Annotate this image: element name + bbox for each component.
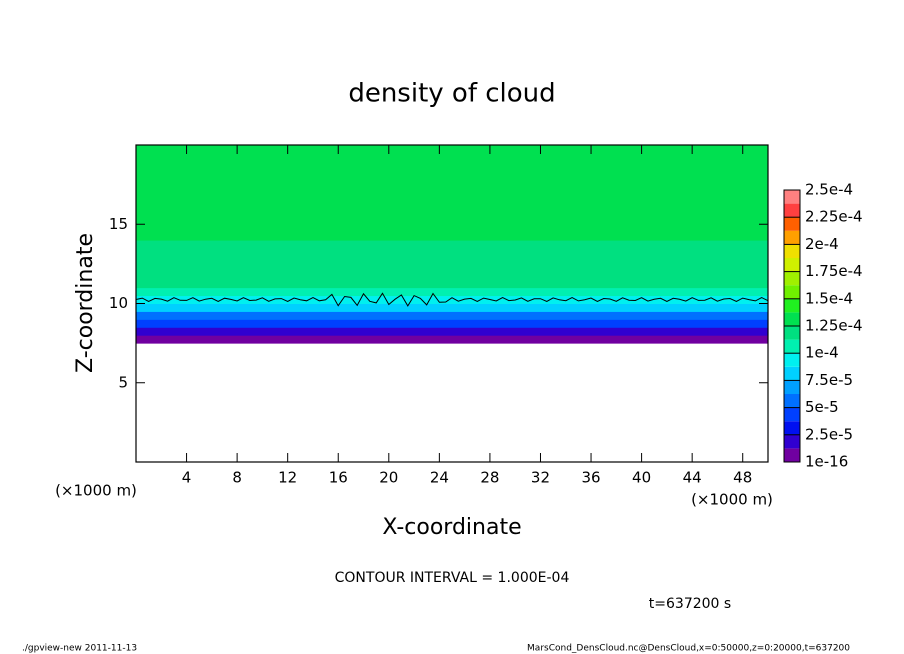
field-band: [136, 271, 768, 289]
colorbar-box: [784, 434, 800, 449]
x-tick-label: 24: [430, 469, 449, 487]
time-label: t=637200 s: [649, 596, 731, 612]
colorbar-label: 1.25e-4: [805, 317, 863, 335]
field-band: [136, 295, 768, 304]
field-band: [136, 287, 768, 297]
y-tick-label: 5: [118, 373, 128, 391]
x-tick-label: 32: [531, 469, 550, 487]
colorbar-label: 1e-16: [805, 453, 848, 471]
field-band: [136, 192, 768, 241]
colorbar-label: 2.5e-5: [805, 425, 853, 443]
chart-title: density of cloud: [348, 79, 555, 109]
colorbar-box: [784, 380, 800, 394]
colorbar-box: [784, 366, 800, 381]
colorbar-box: [784, 339, 800, 354]
colorbar-box: [784, 298, 800, 313]
colorbar-box: [784, 230, 800, 245]
x-tick-label: 48: [733, 469, 752, 487]
field-band: [136, 327, 768, 336]
colorbar-box: [784, 217, 800, 231]
contour-interval: CONTOUR INTERVAL = 1.000E-04: [335, 570, 570, 586]
colorbar-box: [784, 203, 800, 218]
colorbar-box: [784, 407, 800, 422]
x-tick-label: 36: [581, 469, 600, 487]
field-band: [136, 319, 768, 328]
colorbar-label: 2.5e-4: [805, 181, 853, 199]
field-band: [136, 311, 768, 320]
colorbar-box: [784, 258, 800, 272]
x-unit: (×1000 m): [691, 491, 773, 509]
colorbar-box: [784, 312, 800, 326]
x-tick-label: 16: [329, 469, 348, 487]
footer-left: ./gpview-new 2011-11-13: [22, 644, 137, 654]
x-tick-label: 4: [182, 469, 192, 487]
contour-line: [135, 292, 769, 307]
field-band: [136, 240, 768, 273]
field-band: [136, 335, 768, 344]
colorbar-box: [784, 285, 800, 299]
colorbar-label: 5e-5: [805, 398, 839, 416]
footer-right: MarsCond_DensCloud.nc@DensCloud,x=0:5000…: [527, 644, 850, 654]
x-axis-label: X-coordinate: [382, 515, 521, 540]
colorbar-box: [784, 326, 800, 340]
colorbar-box: [784, 190, 800, 204]
colorbar-label: 2e-4: [805, 235, 839, 253]
colorbar-label: 1.5e-4: [805, 289, 853, 307]
y-tick-label: 10: [109, 294, 128, 312]
colorbar-label: 1.75e-4: [805, 262, 863, 280]
y-unit: (×1000 m): [55, 482, 137, 500]
y-axis-label: Z-coordinate: [73, 233, 98, 373]
x-tick-label: 12: [278, 469, 297, 487]
colorbar-box: [784, 448, 800, 462]
field-band: [136, 303, 768, 312]
colorbar-box: [784, 394, 800, 408]
colorbar-label: 1e-4: [805, 344, 839, 362]
y-tick-label: 15: [109, 215, 128, 233]
colorbar-box: [784, 244, 800, 258]
colorbar-box: [784, 271, 800, 286]
colorbar-label: 2.25e-4: [805, 208, 863, 226]
x-tick-label: 40: [632, 469, 651, 487]
colorbar-box: [784, 353, 800, 367]
x-tick-label: 20: [379, 469, 398, 487]
colorbar-label: 7.5e-5: [805, 371, 853, 389]
field-band: [136, 145, 768, 194]
colorbar-box: [784, 421, 800, 435]
x-tick-label: 28: [480, 469, 499, 487]
x-tick-label: 8: [232, 469, 242, 487]
x-tick-label: 44: [683, 469, 702, 487]
